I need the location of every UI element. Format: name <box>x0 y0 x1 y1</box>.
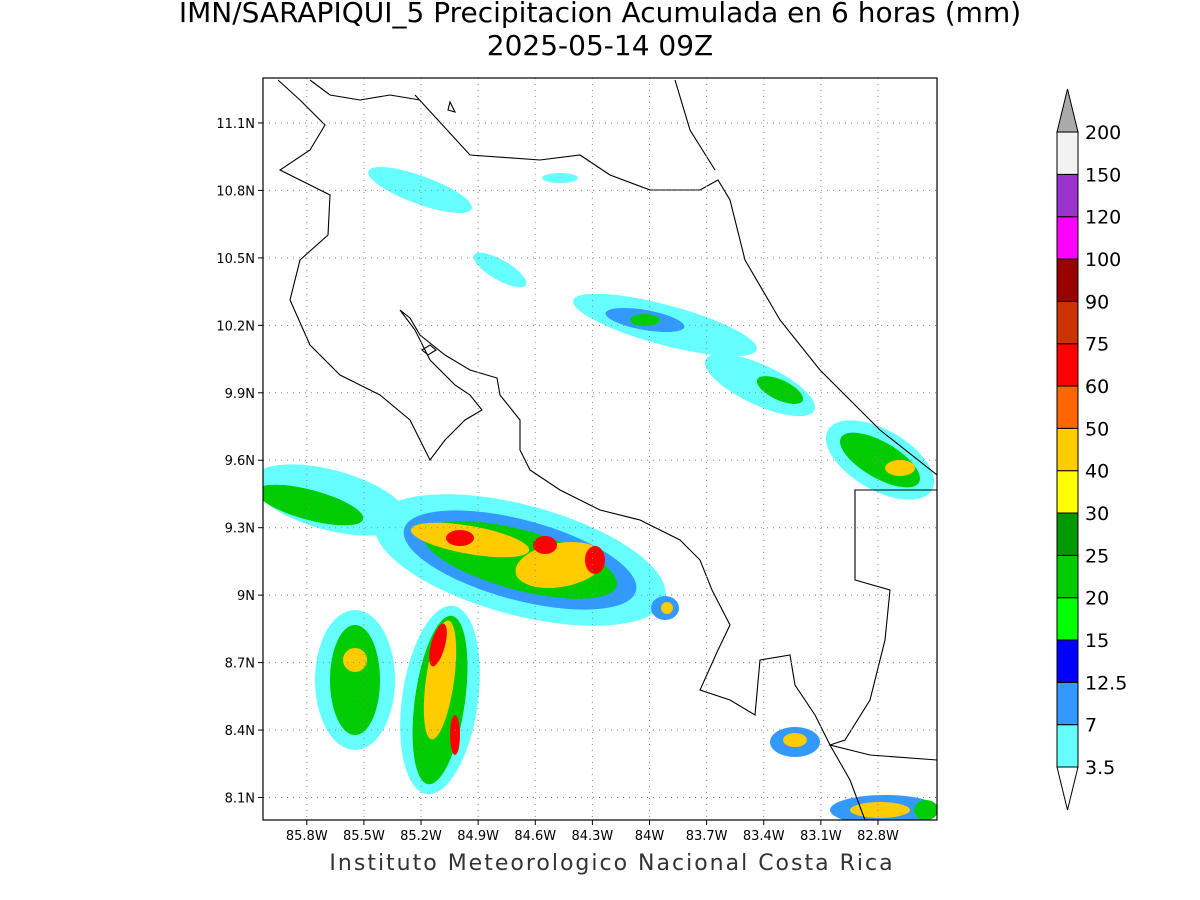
y-tick-label: 9.6N <box>225 454 255 469</box>
colorbar-box <box>1056 343 1079 387</box>
colorbar-label: 100 <box>1085 249 1121 271</box>
colorbar-label: 7 <box>1085 715 1097 737</box>
title: IMN/SARAPIQUI_5 Precipitacion Acumulada … <box>179 0 1021 29</box>
y-tick-label: 8.7N <box>225 657 255 672</box>
x-tick-label: 83.4W <box>743 829 785 844</box>
footer: Instituto Meteorologico Nacional Costa R… <box>329 851 894 876</box>
x-tick-label: 82.8W <box>857 829 899 844</box>
x-tick-label: 83.7W <box>686 829 728 844</box>
colorbar-box <box>1056 512 1079 556</box>
colorbar-label: 30 <box>1085 503 1109 525</box>
colorbar-label: 60 <box>1085 376 1109 398</box>
colorbar-box <box>1056 258 1079 302</box>
y-tick-label: 10.5N <box>216 252 255 267</box>
y-tick-label: 11.1N <box>216 117 255 132</box>
colorbar-box <box>1056 470 1079 514</box>
colorbar: 3.5 7 12.5 15 20 25 30 40 50 60 75 90 100 120 150 200 <box>1056 88 1127 811</box>
colorbar-box <box>1056 300 1079 345</box>
y-tick-label: 8.4N <box>225 724 255 739</box>
colorbar-label: 75 <box>1085 334 1109 356</box>
colorbar-label: 12.5 <box>1085 672 1127 694</box>
x-tick-label: 84.3W <box>571 829 613 844</box>
rain-band-south <box>315 605 937 820</box>
colorbar-box <box>1056 724 1079 768</box>
colorbar-label: 3.5 <box>1085 757 1115 779</box>
colorbar-over <box>1056 88 1079 133</box>
colorbar-box <box>1056 216 1079 260</box>
colorbar-box <box>1056 681 1079 726</box>
colorbar-box <box>1056 131 1079 175</box>
colorbar-label: 40 <box>1085 461 1109 483</box>
x-tick-label: 83.1W <box>800 829 842 844</box>
x-tick-label: 85.8W <box>286 829 328 844</box>
y-tick-label: 9.3N <box>225 522 255 537</box>
y-tick-label: 9N <box>237 589 255 604</box>
x-tick-label: 84.6W <box>514 829 556 844</box>
y-tick-label: 10.2N <box>216 319 255 334</box>
colorbar-box <box>1056 597 1079 641</box>
axes: 85.8W 85.5W 85.2W 84.9W 84.6W 84.3W 84W 83.7W 83… <box>216 78 937 844</box>
y-tick-label: 9.9N <box>225 387 255 402</box>
colorbar-label: 200 <box>1085 122 1121 144</box>
subtitle: 2025-05-14 09Z <box>487 29 713 62</box>
x-tick-label: 85.5W <box>343 829 385 844</box>
colorbar-label: 25 <box>1085 545 1109 567</box>
y-tick-label: 8.1N <box>225 792 255 807</box>
rain-band-north <box>368 167 935 500</box>
x-tick-label: 84W <box>635 829 665 844</box>
x-tick-label: 85.2W <box>400 829 442 844</box>
colorbar-box <box>1056 639 1079 683</box>
y-tick-label: 10.8N <box>216 184 255 199</box>
colorbar-label: 50 <box>1085 418 1109 440</box>
colorbar-box <box>1056 554 1079 599</box>
colorbar-label: 120 <box>1085 207 1121 229</box>
colorbar-under <box>1056 766 1079 811</box>
colorbar-label: 15 <box>1085 630 1109 652</box>
colorbar-box <box>1056 385 1079 429</box>
colorbar-label: 150 <box>1085 164 1121 186</box>
colorbar-box <box>1056 173 1079 218</box>
colorbar-label: 90 <box>1085 291 1109 313</box>
colorbar-label: 20 <box>1085 588 1109 610</box>
colorbar-box <box>1056 427 1079 472</box>
precipitation-field <box>263 79 937 820</box>
rain-band-central <box>263 464 679 626</box>
x-tick-label: 84.9W <box>457 829 499 844</box>
map-frame <box>262 77 938 821</box>
